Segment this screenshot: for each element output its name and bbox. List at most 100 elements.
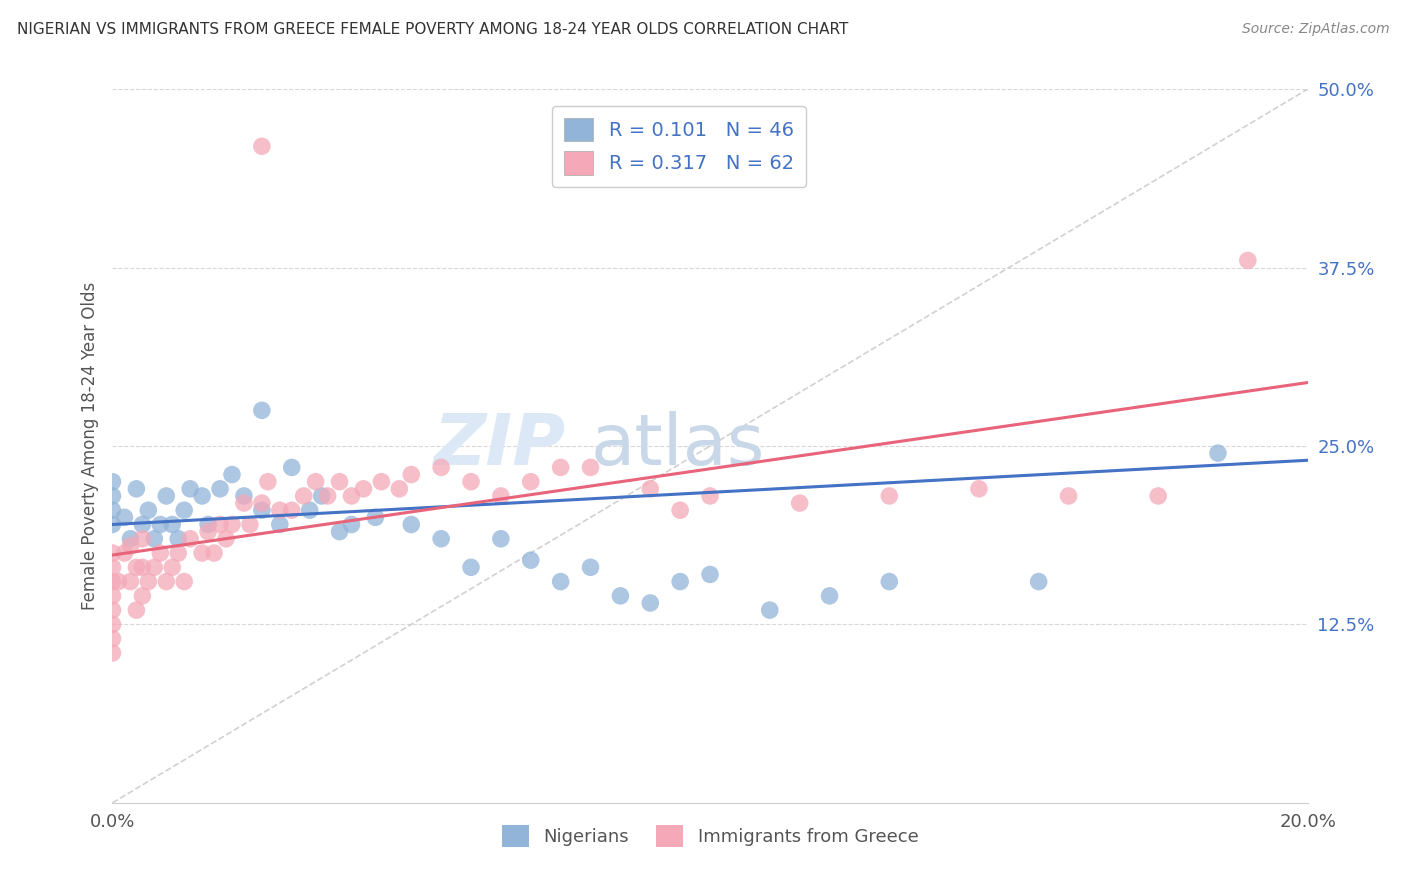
Point	[114, 546, 135, 560]
Legend: Nigerians, Immigrants from Greece: Nigerians, Immigrants from Greece	[495, 818, 925, 855]
Point	[370, 475, 392, 489]
Point	[120, 539, 142, 553]
Point	[269, 517, 291, 532]
Point	[401, 517, 423, 532]
Text: ZIP: ZIP	[434, 411, 567, 481]
Point	[131, 589, 153, 603]
Point	[340, 517, 363, 532]
Point	[281, 460, 304, 475]
Point	[215, 532, 238, 546]
Point	[125, 603, 148, 617]
Point	[197, 517, 219, 532]
Point	[305, 475, 328, 489]
Point	[1028, 574, 1050, 589]
Point	[155, 574, 177, 589]
Point	[250, 503, 273, 517]
Point	[101, 617, 124, 632]
Point	[131, 560, 153, 574]
Point	[818, 589, 841, 603]
Point	[430, 460, 453, 475]
Point	[138, 574, 160, 589]
Point	[101, 632, 124, 646]
Point	[101, 489, 124, 503]
Point	[460, 560, 482, 574]
Point	[125, 560, 148, 574]
Point	[107, 574, 129, 589]
Point	[233, 489, 256, 503]
Point	[460, 475, 482, 489]
Point	[699, 489, 721, 503]
Point	[101, 546, 124, 560]
Point	[579, 460, 602, 475]
Point	[101, 560, 124, 574]
Point	[125, 482, 148, 496]
Point	[209, 482, 232, 496]
Point	[221, 467, 243, 482]
Point	[250, 139, 273, 153]
Point	[401, 467, 423, 482]
Point	[292, 489, 315, 503]
Point	[699, 567, 721, 582]
Point	[131, 517, 153, 532]
Point	[209, 517, 232, 532]
Point	[120, 574, 142, 589]
Text: Source: ZipAtlas.com: Source: ZipAtlas.com	[1241, 22, 1389, 37]
Point	[101, 603, 124, 617]
Point	[162, 517, 183, 532]
Text: NIGERIAN VS IMMIGRANTS FROM GREECE FEMALE POVERTY AMONG 18-24 YEAR OLDS CORRELAT: NIGERIAN VS IMMIGRANTS FROM GREECE FEMAL…	[17, 22, 848, 37]
Point	[340, 489, 363, 503]
Point	[550, 460, 572, 475]
Point	[269, 503, 291, 517]
Point	[250, 496, 273, 510]
Point	[430, 532, 453, 546]
Point	[101, 574, 124, 589]
Point	[179, 532, 201, 546]
Point	[669, 503, 692, 517]
Point	[1057, 489, 1080, 503]
Point	[167, 532, 190, 546]
Point	[239, 517, 262, 532]
Point	[311, 489, 333, 503]
Point	[316, 489, 339, 503]
Point	[520, 553, 543, 567]
Point	[298, 503, 321, 517]
Point	[191, 489, 214, 503]
Point	[221, 517, 243, 532]
Point	[114, 510, 135, 524]
Point	[101, 646, 124, 660]
Point	[669, 574, 692, 589]
Point	[1237, 253, 1260, 268]
Point	[759, 603, 782, 617]
Point	[388, 482, 411, 496]
Point	[101, 517, 124, 532]
Point	[489, 532, 512, 546]
Point	[879, 574, 901, 589]
Point	[197, 524, 219, 539]
Point	[101, 503, 124, 517]
Point	[155, 489, 177, 503]
Point	[1206, 446, 1229, 460]
Point	[167, 546, 190, 560]
Point	[550, 574, 572, 589]
Point	[173, 503, 195, 517]
Point	[149, 546, 172, 560]
Point	[162, 560, 183, 574]
Point	[173, 574, 195, 589]
Point	[101, 589, 124, 603]
Point	[149, 517, 172, 532]
Point	[101, 475, 124, 489]
Point	[131, 532, 153, 546]
Point	[967, 482, 990, 496]
Point	[879, 489, 901, 503]
Point	[789, 496, 811, 510]
Point	[640, 596, 662, 610]
Point	[520, 475, 543, 489]
Point	[202, 546, 225, 560]
Point	[179, 482, 201, 496]
Point	[138, 503, 160, 517]
Point	[489, 489, 512, 503]
Point	[329, 524, 352, 539]
Point	[143, 532, 166, 546]
Point	[364, 510, 387, 524]
Point	[233, 496, 256, 510]
